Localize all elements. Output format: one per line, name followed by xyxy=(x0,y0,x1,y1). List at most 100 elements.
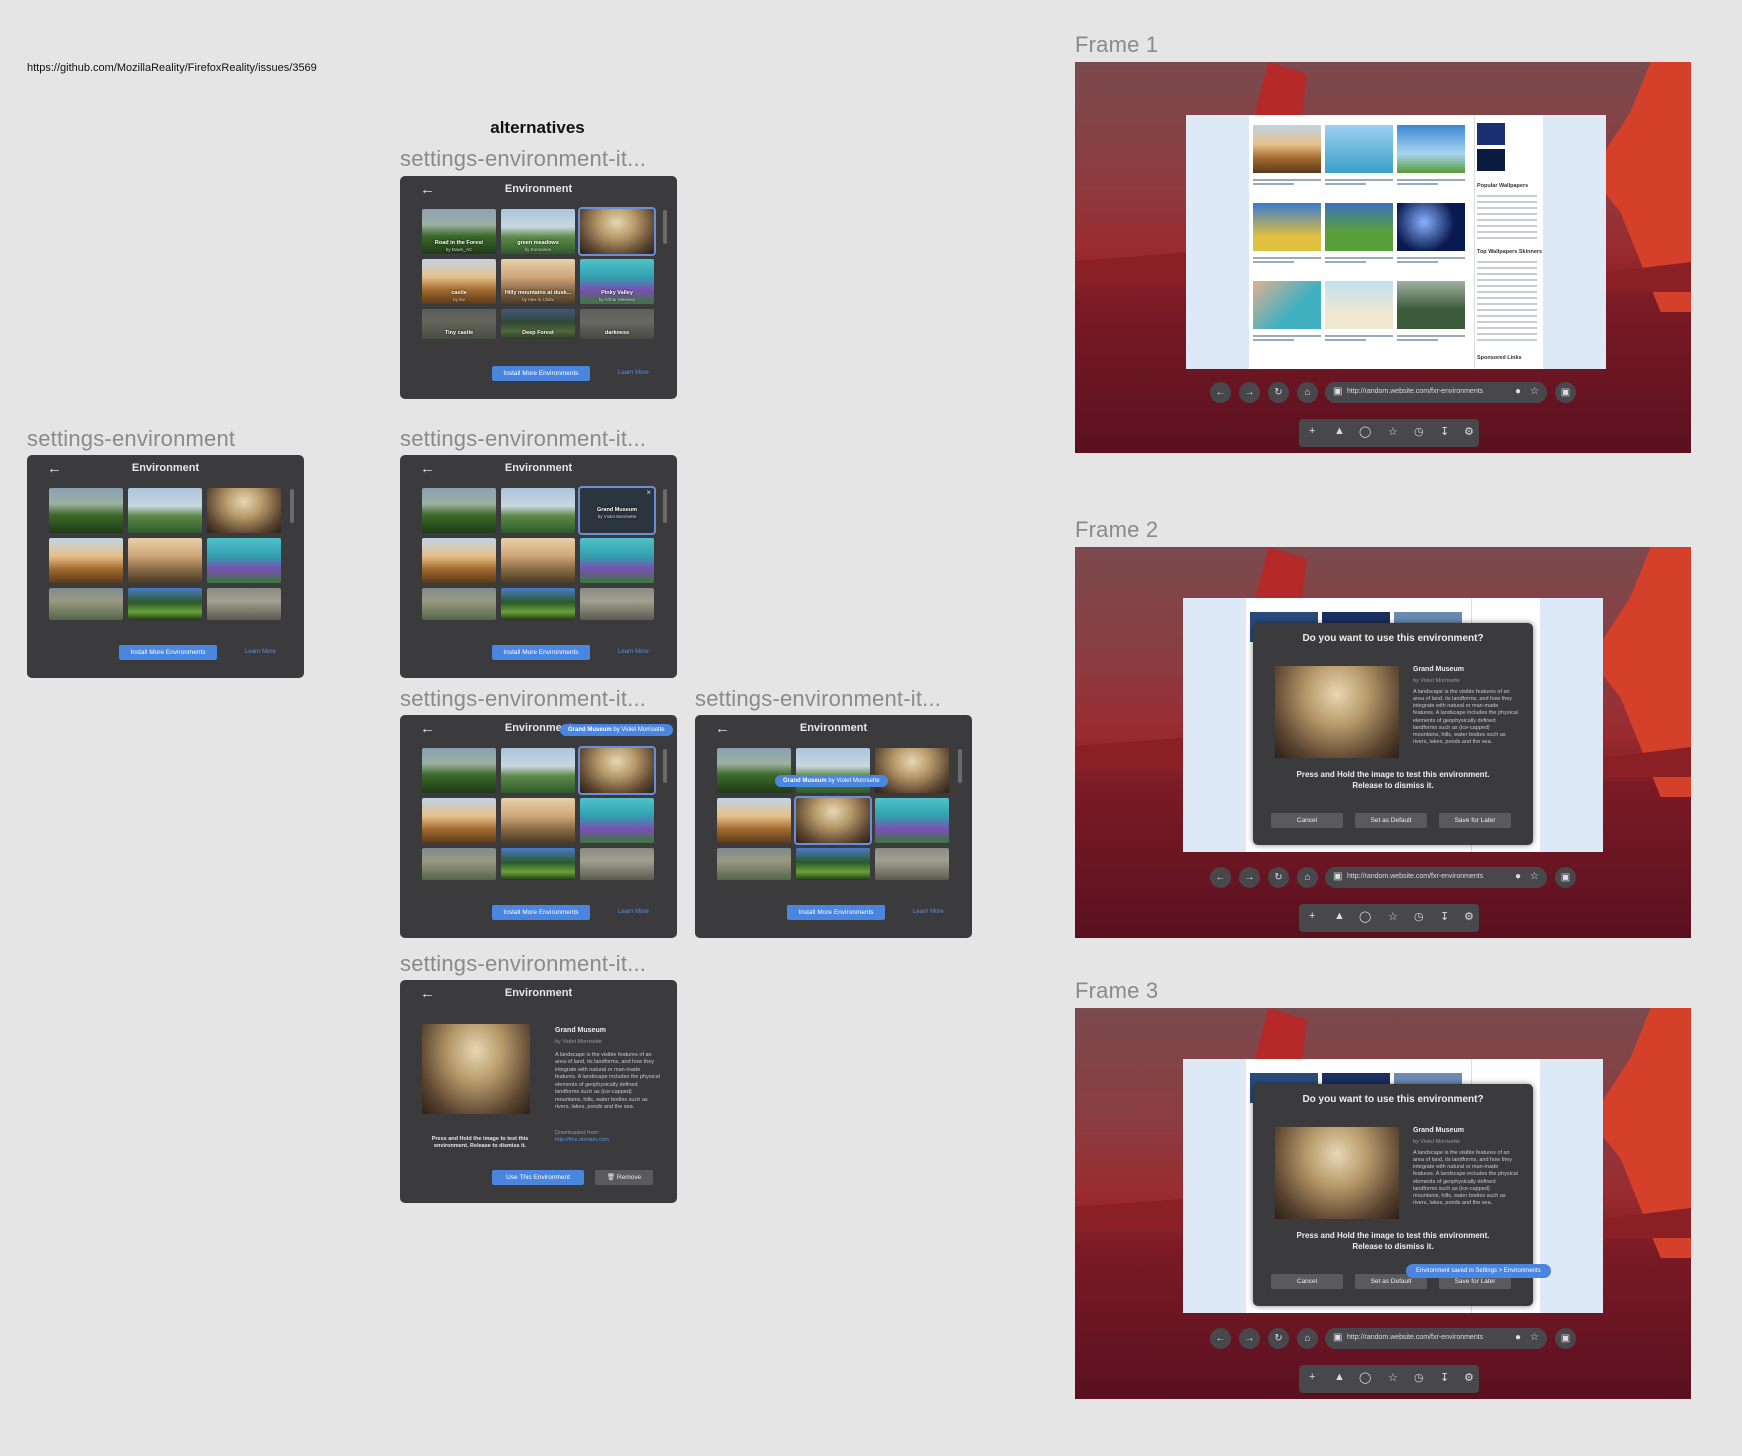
scrollbar[interactable] xyxy=(663,210,667,244)
environment-thumbnail[interactable] xyxy=(501,588,575,620)
install-more-button[interactable]: Install More Environments xyxy=(492,645,590,660)
environment-thumbnail[interactable] xyxy=(501,798,575,843)
scrollbar[interactable] xyxy=(663,749,667,783)
wallpaper-thumbnail[interactable] xyxy=(1325,203,1393,251)
environment-thumbnail[interactable] xyxy=(422,488,496,533)
wallpaper-thumbnail[interactable] xyxy=(1397,125,1465,173)
wallpaper-page[interactable]: Popular Wallpapers Top Wallpapers Skinne… xyxy=(1249,115,1543,369)
learn-more-link[interactable]: Learn More xyxy=(618,909,649,915)
environment-thumbnail[interactable] xyxy=(128,588,202,620)
environment-thumbnail[interactable]: green meadows by Kornamen xyxy=(501,209,575,254)
bookmarks-icon[interactable]: ☆ xyxy=(1388,426,1398,438)
home-icon[interactable]: ⌂ xyxy=(1297,1328,1318,1349)
history-icon[interactable]: ◷ xyxy=(1414,426,1424,438)
environment-preview-image[interactable] xyxy=(422,1024,530,1114)
scrollbar[interactable] xyxy=(663,489,667,523)
environment-thumbnail[interactable] xyxy=(580,538,654,583)
back-icon[interactable]: ← xyxy=(1210,867,1231,888)
private-mode-icon[interactable]: ▲ xyxy=(1334,425,1345,437)
environment-thumbnail[interactable] xyxy=(49,538,123,583)
sidebar-thumbnail[interactable] xyxy=(1477,123,1505,145)
issue-link[interactable]: https://github.com/MozillaReality/Firefo… xyxy=(27,62,317,74)
learn-more-link[interactable]: Learn More xyxy=(913,909,944,915)
download-icon[interactable]: ↧ xyxy=(1440,426,1450,438)
environment-thumbnail[interactable] xyxy=(207,588,281,620)
environment-thumbnail[interactable] xyxy=(580,798,654,843)
history-icon[interactable]: ◷ xyxy=(1414,911,1424,923)
microphone-icon[interactable]: ● xyxy=(1515,871,1522,882)
arrow-left-icon[interactable]: ← xyxy=(420,460,435,477)
wallpaper-thumbnail[interactable] xyxy=(1253,281,1321,329)
microphone-icon[interactable]: ● xyxy=(1515,386,1522,397)
save-later-button[interactable]: Save for Later xyxy=(1439,813,1511,828)
close-icon[interactable]: × xyxy=(646,488,651,497)
settings-gear-icon[interactable]: ⚙ xyxy=(1464,1372,1474,1384)
reload-icon[interactable]: ↻ xyxy=(1268,867,1289,888)
arrow-left-icon[interactable]: ← xyxy=(420,720,435,737)
fullscreen-icon[interactable]: ▣ xyxy=(1555,867,1576,888)
reload-icon[interactable]: ↻ xyxy=(1268,1328,1289,1349)
fullscreen-icon[interactable]: ▣ xyxy=(1555,382,1576,403)
environment-thumbnail[interactable]: Road in the Forest by Dawn_AC xyxy=(422,209,496,254)
environment-preview-image[interactable] xyxy=(1275,1127,1399,1219)
learn-more-link[interactable]: Learn More xyxy=(618,649,649,655)
forward-icon[interactable]: → xyxy=(1239,1328,1260,1349)
environment-thumbnail[interactable] xyxy=(422,588,496,620)
vr-mode-icon[interactable]: ◯ xyxy=(1359,911,1372,923)
history-icon[interactable]: ◷ xyxy=(1414,1372,1424,1384)
environment-thumbnail[interactable] xyxy=(717,798,791,843)
star-icon[interactable]: ☆ xyxy=(1530,871,1539,882)
arrow-left-icon[interactable]: ← xyxy=(420,985,435,1002)
private-mode-icon[interactable]: ▲ xyxy=(1334,910,1345,922)
environment-thumbnail[interactable] xyxy=(875,748,949,793)
cancel-button[interactable]: Cancel xyxy=(1271,813,1343,828)
environment-thumbnail-selected[interactable] xyxy=(578,746,656,795)
arrow-left-icon[interactable]: ← xyxy=(47,460,62,477)
environment-preview-image[interactable] xyxy=(1275,666,1399,758)
environment-thumbnail[interactable]: Tiny castle xyxy=(422,309,496,339)
environment-thumbnail[interactable] xyxy=(875,848,949,880)
environment-thumbnail[interactable] xyxy=(501,748,575,793)
downloaded-url-link[interactable]: http://this.domain.com xyxy=(555,1137,609,1143)
home-icon[interactable]: ⌂ xyxy=(1297,382,1318,403)
back-icon[interactable]: ← xyxy=(1210,1328,1231,1349)
environment-thumbnail[interactable] xyxy=(207,538,281,583)
url-bar[interactable]: ▣ http://random.website.com/fxr-environm… xyxy=(1325,867,1547,888)
settings-gear-icon[interactable]: ⚙ xyxy=(1464,426,1474,438)
wallpaper-thumbnail[interactable] xyxy=(1325,125,1393,173)
wallpaper-thumbnail[interactable] xyxy=(1397,281,1465,329)
bookmarks-icon[interactable]: ☆ xyxy=(1388,911,1398,923)
remove-button[interactable]: 🗑 Remove xyxy=(595,1170,653,1185)
environment-thumbnail[interactable] xyxy=(49,488,123,533)
url-text[interactable]: http://random.website.com/fxr-environmen… xyxy=(1347,388,1484,395)
environment-thumbnail[interactable] xyxy=(501,538,575,583)
download-icon[interactable]: ↧ xyxy=(1440,911,1450,923)
environment-thumbnail[interactable] xyxy=(128,488,202,533)
arrow-left-icon[interactable]: ← xyxy=(715,720,730,737)
environment-thumbnail[interactable] xyxy=(501,848,575,880)
environment-thumbnail[interactable] xyxy=(580,848,654,880)
install-more-button[interactable]: Install More Environments xyxy=(119,645,217,660)
home-icon[interactable]: ⌂ xyxy=(1297,867,1318,888)
forward-icon[interactable]: → xyxy=(1239,867,1260,888)
bookmarks-icon[interactable]: ☆ xyxy=(1388,1372,1398,1384)
cancel-button[interactable]: Cancel xyxy=(1271,1274,1343,1289)
learn-more-link[interactable]: Learn More xyxy=(245,649,276,655)
plus-icon[interactable]: + xyxy=(1309,1371,1316,1383)
arrow-left-icon[interactable]: ← xyxy=(420,181,435,198)
environment-thumbnail[interactable] xyxy=(422,538,496,583)
vr-mode-icon[interactable]: ◯ xyxy=(1359,1372,1372,1384)
set-default-button[interactable]: Set as Default xyxy=(1355,813,1427,828)
fullscreen-icon[interactable]: ▣ xyxy=(1555,1328,1576,1349)
download-icon[interactable]: ↧ xyxy=(1440,1372,1450,1384)
environment-thumbnail[interactable]: Hilly mountains at dusk... by Alex in Chi… xyxy=(501,259,575,304)
url-text[interactable]: http://random.website.com/fxr-environmen… xyxy=(1347,1334,1484,1341)
microphone-icon[interactable]: ● xyxy=(1515,1332,1522,1343)
environment-thumbnail[interactable] xyxy=(796,848,870,880)
use-environment-button[interactable]: Use This Environment xyxy=(492,1170,584,1185)
environment-thumbnail[interactable] xyxy=(422,848,496,880)
environment-thumbnail[interactable] xyxy=(501,488,575,533)
set-default-button[interactable]: Set as Default xyxy=(1355,1274,1427,1289)
private-mode-icon[interactable]: ▲ xyxy=(1334,1371,1345,1383)
reload-icon[interactable]: ↻ xyxy=(1268,382,1289,403)
